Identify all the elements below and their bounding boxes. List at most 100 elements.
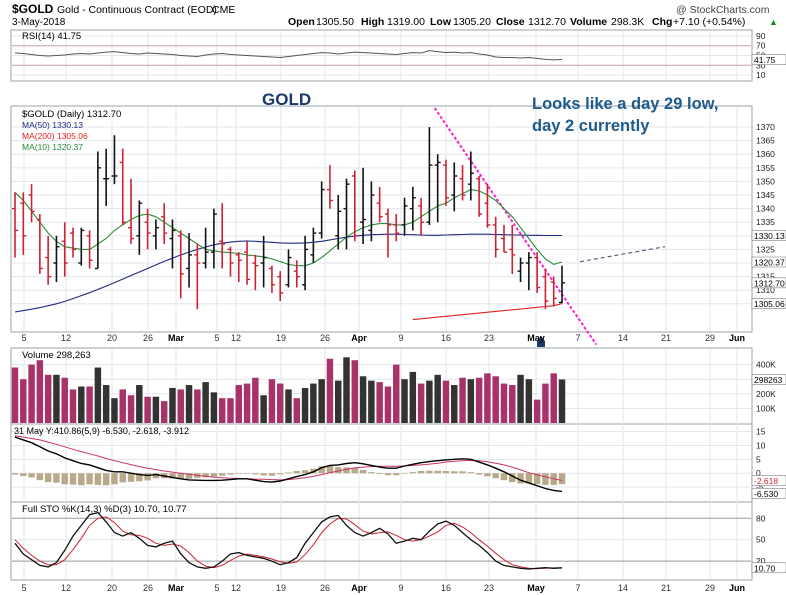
ohlc-bar — [451, 162, 458, 212]
volume-bar — [210, 392, 218, 423]
ohlc-bar — [509, 224, 516, 274]
volume-bar — [111, 398, 118, 423]
macd-tick-label: -5 — [756, 482, 764, 492]
ma10-legend: MA(10) 1320.37 — [22, 142, 83, 152]
header-date: 3-May-2018 — [12, 17, 66, 28]
volume-bar — [194, 389, 201, 423]
ohlc-bar — [86, 230, 93, 269]
macd-signal-tag: -2.618 — [754, 476, 778, 486]
ma10-legend-value: 1320.37 — [52, 142, 83, 152]
ohlc-bar — [285, 249, 292, 288]
price-legend: $GOLD (Daily) 1312.70 — [22, 109, 121, 120]
volume-bar — [558, 379, 566, 423]
x-tick-label: 26 — [320, 583, 330, 593]
volume-bar — [78, 386, 85, 423]
volume-bar — [136, 385, 143, 423]
ma50-legend-name: MA(50) — [22, 120, 50, 130]
sto-tick-label: 80 — [756, 513, 766, 523]
macd-histogram-bar — [202, 473, 209, 478]
ohlc-bar — [542, 268, 549, 310]
macd-signal-tag-box — [751, 475, 786, 486]
volume-bar — [492, 376, 499, 423]
volume-bar — [285, 389, 292, 423]
close-value-tag: 1312.70 — [754, 278, 785, 288]
header-low-label: Low — [430, 16, 452, 28]
volume-bar — [426, 380, 433, 423]
macd-histogram-bar — [558, 473, 566, 485]
ohlc-bar — [534, 252, 541, 293]
ohlc-bar — [111, 135, 118, 185]
price-tick-label: 1335 — [756, 217, 775, 227]
header-volume-label: Volume — [570, 16, 607, 28]
ohlc-bar — [343, 178, 350, 250]
volume-tick-label: 200K — [756, 389, 776, 399]
rsi-tick-label: 10 — [756, 70, 766, 80]
x-tick-label: 12 — [61, 583, 71, 593]
macd-histogram-bar — [78, 473, 85, 486]
ohlc-bar — [78, 227, 85, 266]
volume-bar — [525, 379, 533, 423]
macd-histogram-bar — [11, 473, 19, 475]
price-tick-label: 1355 — [756, 163, 775, 173]
ohlc-bar — [277, 271, 284, 302]
macd-value-tag: -6.530 — [754, 489, 778, 499]
volume-bar — [384, 386, 392, 423]
volume-value-tag-box — [751, 374, 786, 385]
volume-bar — [451, 385, 458, 423]
volume-bar — [542, 383, 549, 423]
projection-line — [579, 246, 666, 263]
x-tick-label: 12 — [231, 583, 241, 593]
macd-histogram-bar — [484, 473, 491, 477]
macd-histogram-bar — [252, 473, 259, 475]
x-tick-label: 29 — [705, 583, 715, 593]
annotation-title: GOLD — [262, 90, 311, 109]
volume-bar — [235, 385, 243, 423]
volume-bar — [409, 371, 417, 423]
x-tick-label: 29 — [705, 333, 715, 343]
x-tick-label: 5 — [214, 333, 219, 343]
ohlc-bar — [467, 151, 474, 201]
ohlc-bar — [128, 178, 135, 244]
volume-value-tag: 298263 — [754, 375, 783, 385]
volume-bar — [36, 360, 44, 423]
volume-bar — [160, 401, 168, 423]
ohlc-bar — [492, 216, 499, 258]
ohlc-bar — [144, 208, 151, 250]
macd-histogram-bar — [301, 470, 309, 474]
ohlc-bar — [103, 148, 110, 206]
ohlc-bar — [376, 186, 383, 223]
macd-histogram-bar — [500, 473, 508, 481]
price-tick-label: 1315 — [756, 272, 775, 282]
macd-histogram-bar — [20, 473, 27, 476]
volume-bar — [318, 379, 325, 423]
axis-layer: 1305131013151320132513301335134013451350… — [21, 31, 786, 593]
macd-histogram-bar — [94, 473, 102, 485]
macd-histogram-bar — [111, 473, 118, 485]
volume-bar — [127, 395, 135, 423]
ma200-value-tag: 1305.06 — [754, 299, 785, 309]
ma10-legend-name: MA(10) — [22, 142, 50, 152]
ohlc-bar — [210, 208, 217, 269]
price-panel-frame — [10, 105, 753, 333]
macd-histogram-bar — [434, 470, 441, 474]
x-tick-label: 5 — [214, 583, 219, 593]
volume-bar — [359, 376, 367, 423]
macd-histogram-bar — [61, 473, 68, 485]
x-tick-label: 19 — [276, 333, 286, 343]
ohlc-bar — [70, 227, 77, 258]
x-tick-label: 5 — [21, 333, 26, 343]
header-watermark: @ StockCharts.com — [676, 4, 770, 16]
volume-bar — [417, 383, 425, 423]
ohlc-bar — [161, 203, 168, 244]
macd-histogram-bar — [310, 468, 317, 474]
volume-bar — [343, 357, 350, 423]
macd-histogram-bar — [426, 470, 433, 474]
rsi-tick-label: 90 — [756, 31, 766, 41]
macd-histogram-bar — [293, 471, 301, 474]
volume-bar — [20, 379, 27, 423]
macd-histogram-bar — [136, 473, 143, 482]
ohlc-bar — [169, 219, 176, 269]
volume-tick-label: 100K — [756, 403, 776, 413]
macd-label-date: 31 May Y:410.86 — [14, 426, 81, 436]
